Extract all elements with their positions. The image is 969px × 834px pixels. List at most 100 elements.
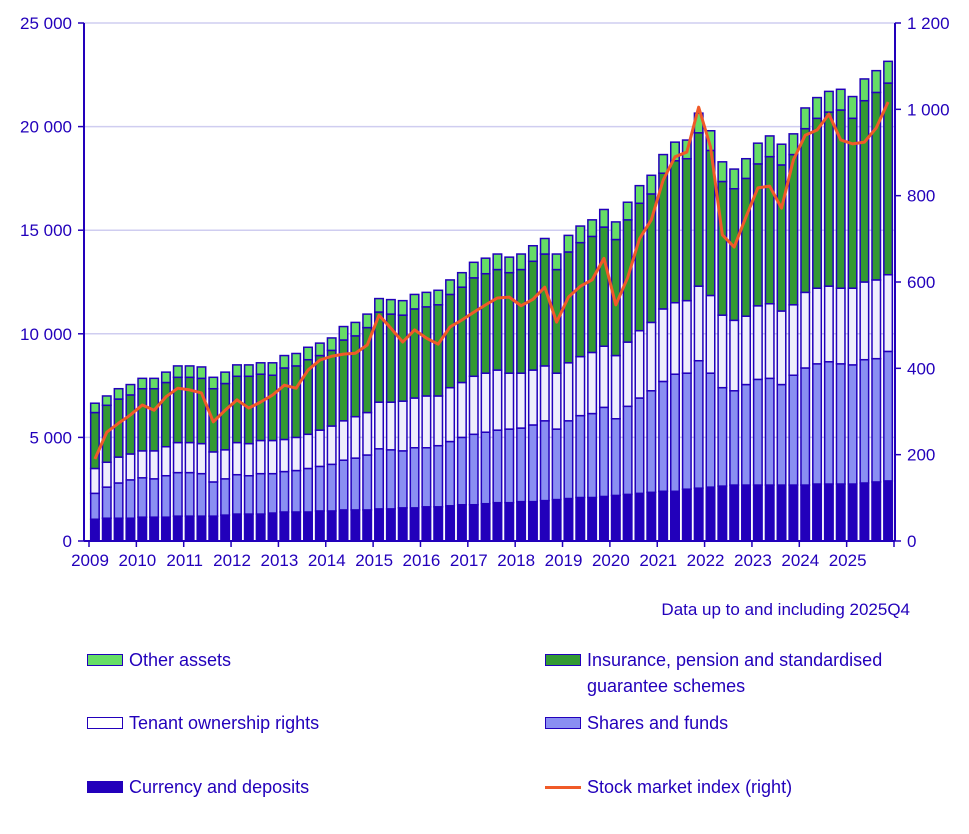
bar-segment-1 [563,420,574,500]
y2-tick-label: 400 [907,359,935,378]
bar-segment-1 [149,478,160,518]
bar-segment-1 [445,440,456,507]
y-tick-label: 25 000 [20,14,72,33]
bar-segment-2 [693,285,704,362]
bar-segment-4 [800,107,811,130]
bar-segment-4 [385,298,396,315]
bar-segment-2 [101,461,112,488]
bar-segment-4 [255,362,266,375]
bar-stack-2021Q2 [669,141,680,542]
bar-segment-3 [445,293,456,389]
bar-segment-1 [658,380,669,493]
bar-segment-2 [374,401,385,450]
bar-stack-2024Q2 [812,96,823,542]
bar-stack-2016Q2 [433,289,444,542]
bar-segment-4 [563,234,574,253]
legend-swatch [87,781,123,793]
bar-segment-0 [374,508,385,542]
bar-segment-2 [409,397,420,449]
bar-segment-2 [196,442,207,475]
bar-stack-2024Q4 [835,88,846,542]
bar-stack-2013Q3 [303,346,314,542]
legend-tenant-ownership: Tenant ownership rights [87,710,319,736]
bar-segment-4 [374,297,385,313]
y-tick-label: 0 [63,532,72,551]
bar-segment-1 [255,472,266,515]
bar-segment-1 [788,374,799,486]
bar-segment-1 [646,390,657,494]
bar-stack-2018Q3 [539,237,550,542]
bar-segment-4 [433,289,444,306]
bar-segment-4 [326,337,337,352]
bar-segment-0 [397,507,408,542]
bar-segment-3 [823,111,834,287]
bar-segment-4 [823,90,834,113]
bar-stack-2024Q1 [800,107,811,542]
bar-segment-4 [504,256,515,274]
bar-segment-1 [267,472,278,514]
bar-stack-2010Q1 [137,377,148,542]
bar-segment-0 [89,518,100,542]
bar-segment-4 [598,208,609,228]
bar-segment-0 [172,515,183,542]
bar-segment-4 [350,321,361,337]
bar-segment-1 [374,448,385,510]
bar-segment-3 [480,272,491,374]
bar-segment-1 [729,390,740,486]
bar-stack-2014Q2 [338,325,349,542]
bar-segment-2 [859,281,870,361]
bar-segment-4 [764,135,775,158]
bar-segment-0 [658,490,669,542]
bar-segment-0 [539,499,550,542]
bar-segment-0 [598,495,609,542]
bar-segment-4 [776,143,787,166]
bar-segment-1 [220,478,231,516]
bar-segment-4 [172,365,183,379]
bar-segment-3 [563,251,574,364]
bar-segment-2 [610,354,621,420]
bar-segment-3 [326,349,337,427]
bar-segment-0 [752,484,763,542]
bar-segment-3 [137,387,148,452]
bar-segment-2 [243,442,254,477]
bar-segment-2 [89,467,100,495]
bar-segment-0 [823,483,834,542]
bar-segment-2 [184,441,195,474]
bar-stack-2023Q1 [752,142,763,542]
y2-tick-label: 600 [907,273,935,292]
legend-line-swatch [545,786,581,789]
bar-segment-0 [184,515,195,542]
bar-segment-4 [575,225,586,244]
bar-segment-4 [669,141,680,162]
bar-segment-4 [338,325,349,341]
bar-segment-3 [279,367,290,441]
bar-stack-2016Q3 [445,279,456,542]
bar-segment-4 [847,95,858,120]
bar-segment-1 [693,359,704,489]
x-tick-label: 2024 [781,551,819,570]
bar-segment-2 [551,372,562,430]
bar-segment-1 [752,378,763,486]
bar-segment-1 [456,436,467,506]
bar-segment-1 [243,474,254,515]
bar-stack-2013Q4 [314,342,325,542]
bar-segment-0 [693,487,704,542]
bar-segment-1 [776,383,787,486]
bar-segment-4 [362,313,373,329]
bar-segment-1 [113,482,124,519]
bar-segment-0 [243,513,254,542]
bar-stack-2018Q4 [551,253,562,542]
bar-segment-1 [172,471,183,517]
bar-segment-0 [776,484,787,542]
bar-segment-1 [859,358,870,484]
bar-segment-1 [610,418,621,497]
bar-segment-1 [409,447,420,509]
bar-stack-2009Q1 [89,402,100,542]
bar-segment-2 [279,438,290,473]
bar-segment-1 [101,486,112,519]
bar-segment-1 [516,427,527,503]
bar-stack-2019Q1 [563,234,574,542]
x-tick-label: 2011 [166,551,203,570]
bar-segment-0 [717,485,728,542]
